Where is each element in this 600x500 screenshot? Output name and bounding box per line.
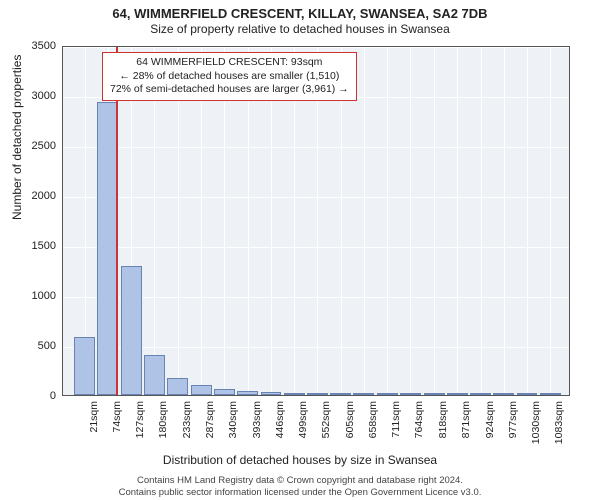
histogram-bar [353,393,374,395]
ytick-label: 500 [6,340,56,352]
histogram-bar [517,393,538,395]
histogram-bar [237,391,258,395]
histogram-bar [330,393,351,395]
xtick-label: 393sqm [251,401,263,461]
gridline-v [481,47,482,395]
histogram-bar [214,389,235,395]
gridline-v [504,47,505,395]
page-subtitle: Size of property relative to detached ho… [10,22,590,36]
callout-line3: 72% of semi-detached houses are larger (… [110,83,349,97]
histogram-bar [121,266,142,395]
histogram-bar [144,355,165,395]
callout-box: 64 WIMMERFIELD CRESCENT: 93sqm ← 28% of … [102,52,357,101]
histogram-bar [97,102,118,395]
xtick-label: 764sqm [413,401,425,461]
xtick-label: 180sqm [157,401,169,461]
xtick-label: 924sqm [484,401,496,461]
xtick-label: 21sqm [88,401,100,461]
histogram-bar [470,393,491,395]
ytick-label: 2000 [6,190,56,202]
footer-line1: Contains HM Land Registry data © Crown c… [0,475,600,486]
histogram-bar [261,392,282,395]
gridline-v [550,47,551,395]
histogram-bar [167,378,188,395]
xtick-label: 871sqm [460,401,472,461]
xtick-label: 127sqm [134,401,146,461]
xtick-label: 233sqm [181,401,193,461]
xtick-label: 340sqm [227,401,239,461]
title-block: 64, WIMMERFIELD CRESCENT, KILLAY, SWANSE… [0,0,600,38]
histogram-bar [400,393,421,395]
gridline-v [457,47,458,395]
page-title: 64, WIMMERFIELD CRESCENT, KILLAY, SWANSE… [10,6,590,21]
gridline-h [63,197,569,198]
xtick-label: 977sqm [507,401,519,461]
gridline-v [527,47,528,395]
gridline-v [387,47,388,395]
histogram-bar [307,393,328,395]
chart-area: 64 WIMMERFIELD CRESCENT: 93sqm ← 28% of … [62,46,570,396]
gridline-v [364,47,365,395]
ytick-label: 1000 [6,290,56,302]
histogram-bar [540,393,561,395]
ytick-label: 3000 [6,90,56,102]
gridline-h [63,397,569,398]
xtick-label: 1083sqm [553,401,565,461]
histogram-bar [284,393,305,395]
ytick-label: 0 [6,390,56,402]
gridline-v [434,47,435,395]
histogram-bar [493,393,514,395]
xtick-label: 605sqm [344,401,356,461]
ytick-label: 2500 [6,140,56,152]
histogram-bar [74,337,95,395]
ytick-label: 3500 [6,40,56,52]
footer: Contains HM Land Registry data © Crown c… [0,475,600,498]
histogram-bar [191,385,212,395]
xtick-label: 1030sqm [530,401,542,461]
xtick-label: 446sqm [274,401,286,461]
histogram-bar [424,393,445,395]
histogram-bar [377,393,398,395]
callout-line1: 64 WIMMERFIELD CRESCENT: 93sqm [110,56,349,70]
histogram-bar [447,393,468,395]
xtick-label: 287sqm [204,401,216,461]
gridline-h [63,47,569,48]
gridline-h [63,247,569,248]
footer-line2: Contains public sector information licen… [0,487,600,498]
gridline-v [410,47,411,395]
xtick-label: 818sqm [437,401,449,461]
xtick-label: 552sqm [320,401,332,461]
ytick-label: 1500 [6,240,56,252]
xtick-label: 658sqm [367,401,379,461]
gridline-h [63,147,569,148]
xtick-label: 74sqm [111,401,123,461]
callout-line2: ← 28% of detached houses are smaller (1,… [110,70,349,84]
xtick-label: 711sqm [390,401,402,461]
x-axis-label: Distribution of detached houses by size … [0,453,600,467]
xtick-label: 499sqm [297,401,309,461]
